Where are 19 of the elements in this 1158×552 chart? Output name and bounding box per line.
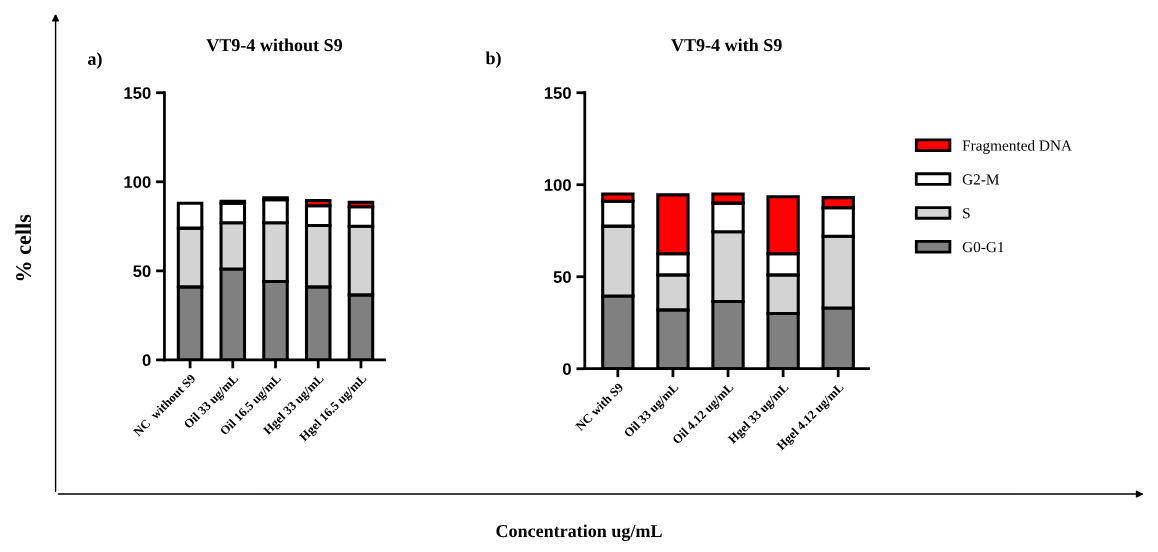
chart-title: VT9-4 with S9	[671, 38, 782, 52]
legend-label: Fragmented DNA	[962, 140, 1072, 154]
chart-title: VT9-4 without S9	[206, 38, 343, 52]
y-tick-label: 100	[544, 179, 571, 191]
legend-label: G2-M	[962, 174, 1000, 185]
y-tick-label: 0	[562, 363, 571, 375]
text: a)	[88, 52, 102, 69]
x-axis-title: Concentration ug/mL	[496, 524, 662, 541]
y-tick-label: 150	[544, 87, 571, 99]
legend-label: S	[963, 208, 970, 219]
y-axis-title: % cells	[15, 214, 32, 281]
y-tick-label: 150	[124, 87, 151, 99]
text: b)	[485, 51, 501, 68]
x-tick-label: NC with S9	[574, 382, 624, 432]
y-tick-label: 100	[124, 176, 151, 188]
y-tick-label: 50	[553, 271, 571, 283]
y-tick-label: 50	[133, 265, 151, 278]
y-tick-label: 0	[142, 354, 151, 367]
legend-label: G0-G1	[962, 241, 1004, 253]
